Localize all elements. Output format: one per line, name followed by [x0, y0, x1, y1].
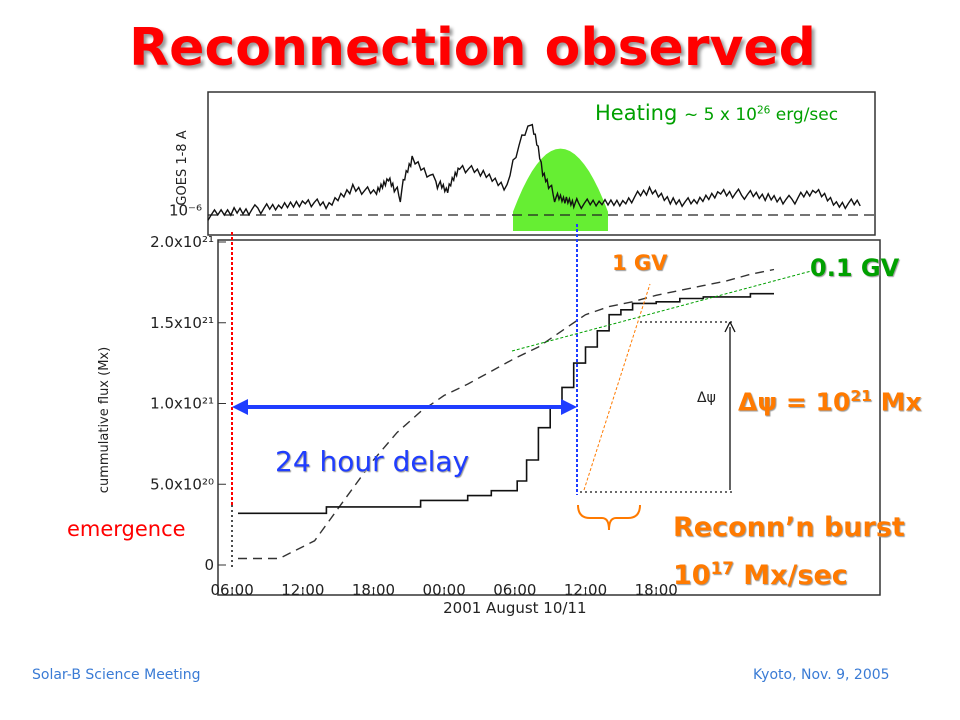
flux-xtick-label: 06:00: [493, 581, 536, 599]
slide-title: Reconnection observed: [129, 18, 816, 78]
slope-1gv-line: [583, 283, 651, 491]
burst-annotation: Reconn’n burst 1017 Mx/sec: [673, 508, 905, 596]
delta-psi-symbol: Δψ: [738, 387, 778, 417]
flux-xtick-label: 00:00: [423, 581, 466, 599]
delta-psi-unit: Mx: [871, 387, 922, 417]
burst-line1: Reconn’n burst: [673, 512, 905, 543]
heating-tilde: ~ 5 x 10: [683, 105, 757, 125]
footer-left: Solar-B Science Meeting: [32, 667, 201, 683]
delay-label: 24 hour delay: [275, 445, 470, 478]
slope-01gv-line: [511, 269, 816, 352]
flux-panel-frame: [217, 239, 881, 596]
flux-ytick-label: 5.0x10²⁰: [150, 475, 214, 493]
delta-psi-exp: 21: [850, 387, 872, 405]
goes-ylabel: GOES 1-8 A: [175, 130, 190, 205]
goes-curve: [207, 123, 861, 221]
flux-ytick-label: 2.0x10²¹: [150, 233, 214, 251]
delay-arrow-left-head: [232, 399, 248, 415]
emergence-label: emergence: [67, 517, 186, 541]
heating-annotation: Heating ~ 5 x 1026 erg/sec: [595, 101, 838, 125]
flux-ytick-label: 0: [204, 556, 214, 574]
burst-brace: [577, 504, 641, 531]
flux-xtick-label: 18:00: [352, 581, 395, 599]
flux-ytick-label: 1.5x10²¹: [150, 314, 214, 332]
heating-fill: [513, 148, 608, 231]
flux-xtick-label: 18:00: [635, 581, 678, 599]
gv1-label: 1 GV: [612, 251, 668, 275]
heating-word: Heating: [595, 101, 678, 125]
flux-xlabel: 2001 August 10/11: [443, 599, 586, 617]
dpsi-arrow-head: [724, 321, 736, 333]
delta-psi-annotation: Δψ = 1021 Mx: [738, 387, 922, 416]
heating-exp: 26: [756, 104, 771, 117]
flux-ylabel: cummulative flux (Mx): [97, 347, 112, 493]
flux-xtick-label: 12:00: [281, 581, 324, 599]
flux-xtick-label: 06:00: [211, 581, 254, 599]
flux-xtick-label: 12:00: [564, 581, 607, 599]
delta-psi-eq: = 10: [777, 387, 851, 417]
flux-ytick-label: 1.0x10²¹: [150, 395, 214, 413]
inner-delta-psi: Δψ: [697, 390, 716, 406]
burst-exp: 17: [710, 558, 734, 578]
burst-unit: Mx/sec: [733, 560, 848, 591]
flux-series-solid: [238, 292, 774, 515]
goes-ytick-label: 10⁻⁶: [169, 202, 202, 220]
goes-panel-frame: [207, 91, 876, 236]
gv01-label: 0.1 GV: [810, 254, 900, 282]
heating-unit: erg/sec: [775, 105, 839, 125]
burst-base: 10: [673, 560, 711, 591]
delay-arrow-right-head: [561, 399, 577, 415]
footer-right: Kyoto, Nov. 9, 2005: [753, 667, 890, 683]
